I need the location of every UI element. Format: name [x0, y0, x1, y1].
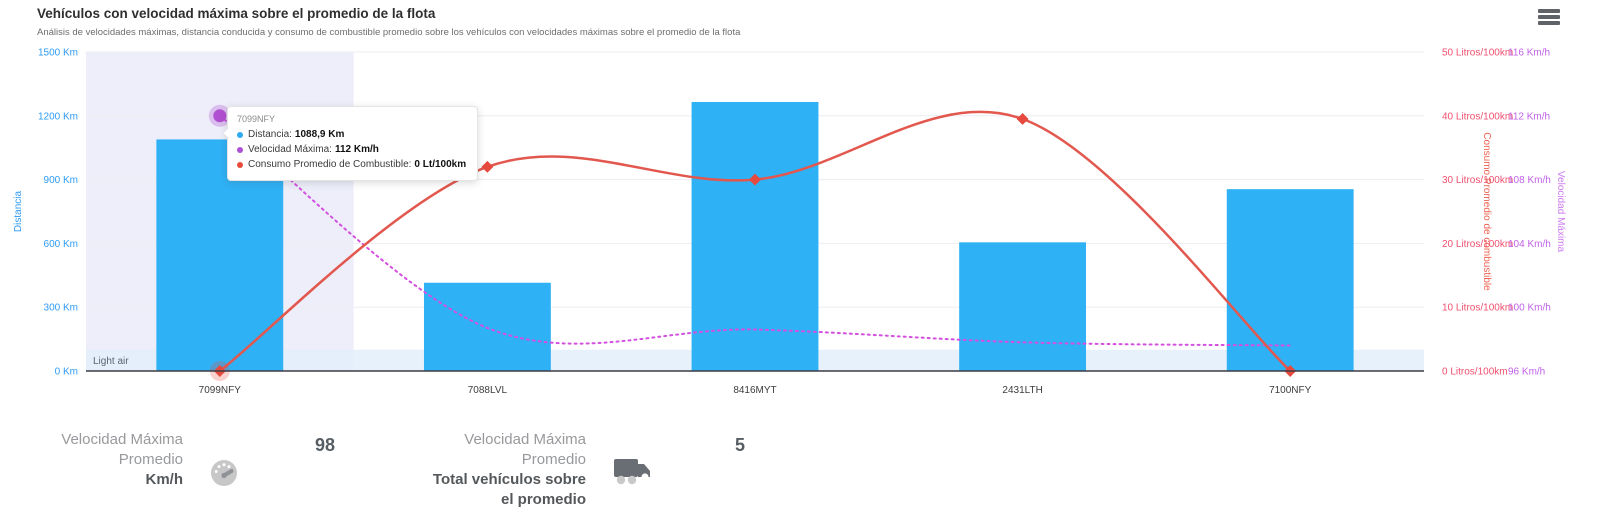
stat-label-line-bold: el promedio [500, 491, 586, 508]
stat-label-line-bold: Km/h [145, 471, 184, 488]
light-air-label: Light air [93, 356, 129, 367]
fuel-axis-tick: 50 Litros/100km [1442, 48, 1513, 59]
left-axis-tick: 1200 Km [38, 111, 78, 122]
total-vehicles-stat-label: Velocidad Máxima Promedio Total vehículo… [420, 430, 586, 510]
speed-axis-tick: 112 Km/h [1508, 111, 1550, 122]
tooltip-title: 7099NFY [237, 114, 276, 124]
menu-bar [1538, 21, 1560, 25]
tooltip-label: Consumo Promedio de Combustible: [248, 159, 412, 170]
x-axis-label: 7100NFY [1269, 385, 1312, 396]
tooltip-row-velocidad: Velocidad Máxima: 112 Km/h [237, 142, 466, 157]
consumo-marker-2431LTH[interactable] [1016, 113, 1029, 125]
bar-2431LTH[interactable] [959, 242, 1087, 371]
menu-bar [1538, 15, 1560, 19]
tooltip-row-distancia: Distancia: 1088,9 Km [237, 127, 466, 142]
stat-label-line: Promedio [521, 451, 586, 468]
left-axis-tick: 1500 Km [38, 48, 78, 59]
fuel-axis-tick: 0 Litros/100km [1442, 367, 1508, 378]
tooltip-value: 0 Lt/100km [414, 159, 467, 170]
truck-icon [612, 455, 654, 494]
tooltip-value: 1088,9 Km [294, 129, 345, 140]
stat-label-line-bold: Total vehículos sobre [432, 471, 586, 488]
speed-axis-tick: 100 Km/h [1508, 303, 1551, 314]
consumo-bullet-icon [237, 161, 243, 168]
tooltip-value: 112 Km/h [334, 144, 379, 155]
velocidad-bullet-icon [237, 146, 243, 153]
avg-speed-stat-value: 98 [314, 435, 336, 455]
stat-label-line: Promedio [118, 451, 183, 468]
left-axis-tick: 600 Km [44, 239, 78, 250]
fuel-axis-tick: 30 Litros/100km [1442, 175, 1513, 186]
fuel-axis-tick: 10 Litros/100km [1442, 303, 1513, 314]
stat-label-line: Velocidad Máxima [464, 431, 586, 448]
fuel-axis-tick: 20 Litros/100km [1442, 239, 1513, 250]
left-axis-tick: 0 Km [55, 367, 78, 378]
x-axis-label: 2431LTH [1002, 385, 1042, 396]
tooltip-label: Velocidad Máxima: [248, 144, 332, 155]
x-axis-label: 8416MYT [733, 385, 776, 396]
gauge-icon [209, 458, 239, 493]
speed-axis-tick: 116 Km/h [1508, 48, 1550, 59]
velocidad-maxima-line[interactable] [218, 114, 1292, 347]
bar-8416MYT[interactable] [691, 101, 819, 371]
distancia-bullet-icon [237, 131, 243, 138]
consumo-marker-7088LVL[interactable] [481, 160, 494, 173]
menu-bar [1538, 9, 1560, 13]
chart-canvas[interactable]: Light air 1500 Km 1200 Km 900 Km 600 Km 300 K… [0, 0, 1600, 410]
x-axis-label: 7099NFY [199, 385, 242, 396]
hamburger-menu-icon[interactable] [1538, 9, 1562, 27]
page-title: Vehículos con velocidad máxima sobre el … [37, 6, 436, 21]
tooltip-row-consumo: Consumo Promedio de Combustible: 0 Lt/10… [237, 157, 466, 172]
velocidad-marker[interactable] [213, 109, 227, 123]
tooltip-label: Distancia: [248, 129, 292, 140]
speed-axis-tick: 104 Km/h [1508, 239, 1551, 250]
page-subtitle: Análisis de velocidades máximas, distanc… [37, 27, 741, 38]
speed-axis-tick: 96 Km/h [1508, 367, 1545, 378]
left-axis-tick: 300 Km [44, 303, 78, 314]
combo-chart[interactable]: Light air 1500 Km 1200 Km 900 Km 600 Km 300 K… [0, 0, 1600, 410]
speed-axis-tick: 108 Km/h [1508, 175, 1551, 186]
left-axis-tick: 900 Km [44, 175, 78, 186]
speed-axis-title: Velocidad Máxima [1555, 171, 1566, 253]
fuel-axis-title: Consumo Promedio de combustible [1481, 132, 1492, 291]
left-axis-title: Distancia [13, 191, 24, 233]
total-vehicles-stat-value: 5 [734, 435, 745, 455]
avg-speed-stat-label: Velocidad Máxima Promedio Km/h [28, 430, 183, 490]
chart-tooltip: 7099NFY Distancia: 1088,9 Km Velocidad M… [222, 106, 479, 181]
x-axis-label: 7088LVL [468, 385, 508, 396]
fuel-axis-tick: 40 Litros/100km [1442, 111, 1513, 122]
bar-7100NFY[interactable] [1226, 189, 1354, 371]
stat-label-line: Velocidad Máxima [61, 431, 183, 448]
